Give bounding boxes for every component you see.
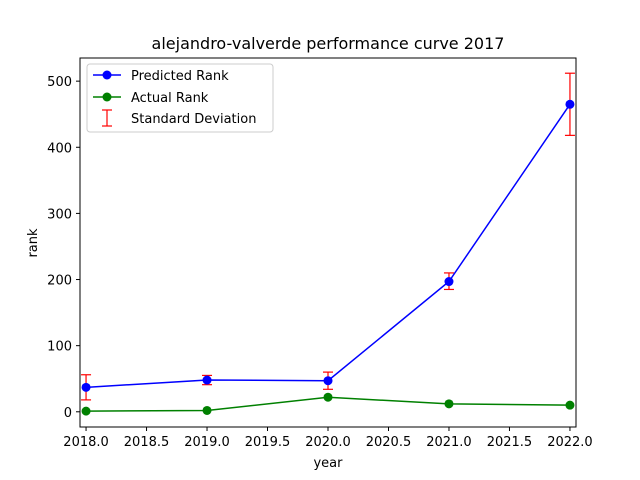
data-point-predicted-rank bbox=[81, 382, 91, 392]
y-tick-label: 100 bbox=[47, 340, 72, 355]
x-axis-label: year bbox=[313, 456, 343, 471]
data-point-predicted-rank bbox=[565, 99, 575, 109]
x-tick-label: 2019.0 bbox=[184, 435, 230, 450]
x-tick-label: 2022.0 bbox=[547, 435, 593, 450]
series-actual-rank bbox=[81, 392, 575, 416]
x-tick-label: 2021.5 bbox=[487, 435, 533, 450]
legend-label-predicted: Predicted Rank bbox=[131, 69, 229, 84]
y-tick-label: 500 bbox=[47, 75, 72, 90]
legend: Predicted Rank Actual Rank Standard Devi… bbox=[86, 63, 274, 133]
legend-label-actual: Actual Rank bbox=[131, 91, 209, 106]
legend-entry-actual: Actual Rank bbox=[93, 91, 209, 106]
plot-layer bbox=[81, 72, 575, 416]
data-point-actual-rank bbox=[444, 399, 454, 409]
series-predicted-rank bbox=[81, 99, 575, 392]
x-tick-label: 2021.0 bbox=[426, 435, 472, 450]
legend-marker-predicted bbox=[102, 70, 112, 80]
legend-marker-actual bbox=[102, 92, 112, 102]
x-tick-label: 2018.0 bbox=[63, 435, 109, 450]
data-point-actual-rank bbox=[323, 392, 333, 402]
legend-entry-predicted: Predicted Rank bbox=[93, 69, 229, 84]
legend-label-std: Standard Deviation bbox=[131, 112, 256, 127]
legend-box bbox=[86, 63, 274, 133]
x-axis-ticks: 2018.0 2018.5 2019.0 2019.5 2020.0 2020.5 2021… bbox=[63, 427, 593, 450]
data-point-actual-rank bbox=[81, 406, 91, 416]
data-point-actual-rank bbox=[202, 405, 212, 415]
y-tick-label: 0 bbox=[64, 406, 72, 421]
x-tick-label: 2019.5 bbox=[245, 435, 291, 450]
y-tick-label: 300 bbox=[47, 207, 72, 222]
chart-title: alejandro-valverde performance curve 201… bbox=[152, 34, 505, 53]
data-point-predicted-rank bbox=[323, 376, 333, 386]
data-point-predicted-rank bbox=[444, 277, 454, 287]
data-point-actual-rank bbox=[565, 400, 575, 410]
y-axis-ticks: 0 100 200 300 400 500 bbox=[47, 75, 80, 421]
legend-entry-std: Standard Deviation bbox=[102, 109, 256, 127]
y-tick-label: 200 bbox=[47, 274, 72, 289]
y-tick-label: 400 bbox=[47, 141, 72, 156]
x-tick-label: 2020.5 bbox=[366, 435, 412, 450]
data-point-predicted-rank bbox=[202, 375, 212, 385]
x-tick-label: 2018.5 bbox=[124, 435, 170, 450]
x-tick-label: 2020.0 bbox=[305, 435, 351, 450]
y-axis-label: rank bbox=[26, 228, 41, 258]
